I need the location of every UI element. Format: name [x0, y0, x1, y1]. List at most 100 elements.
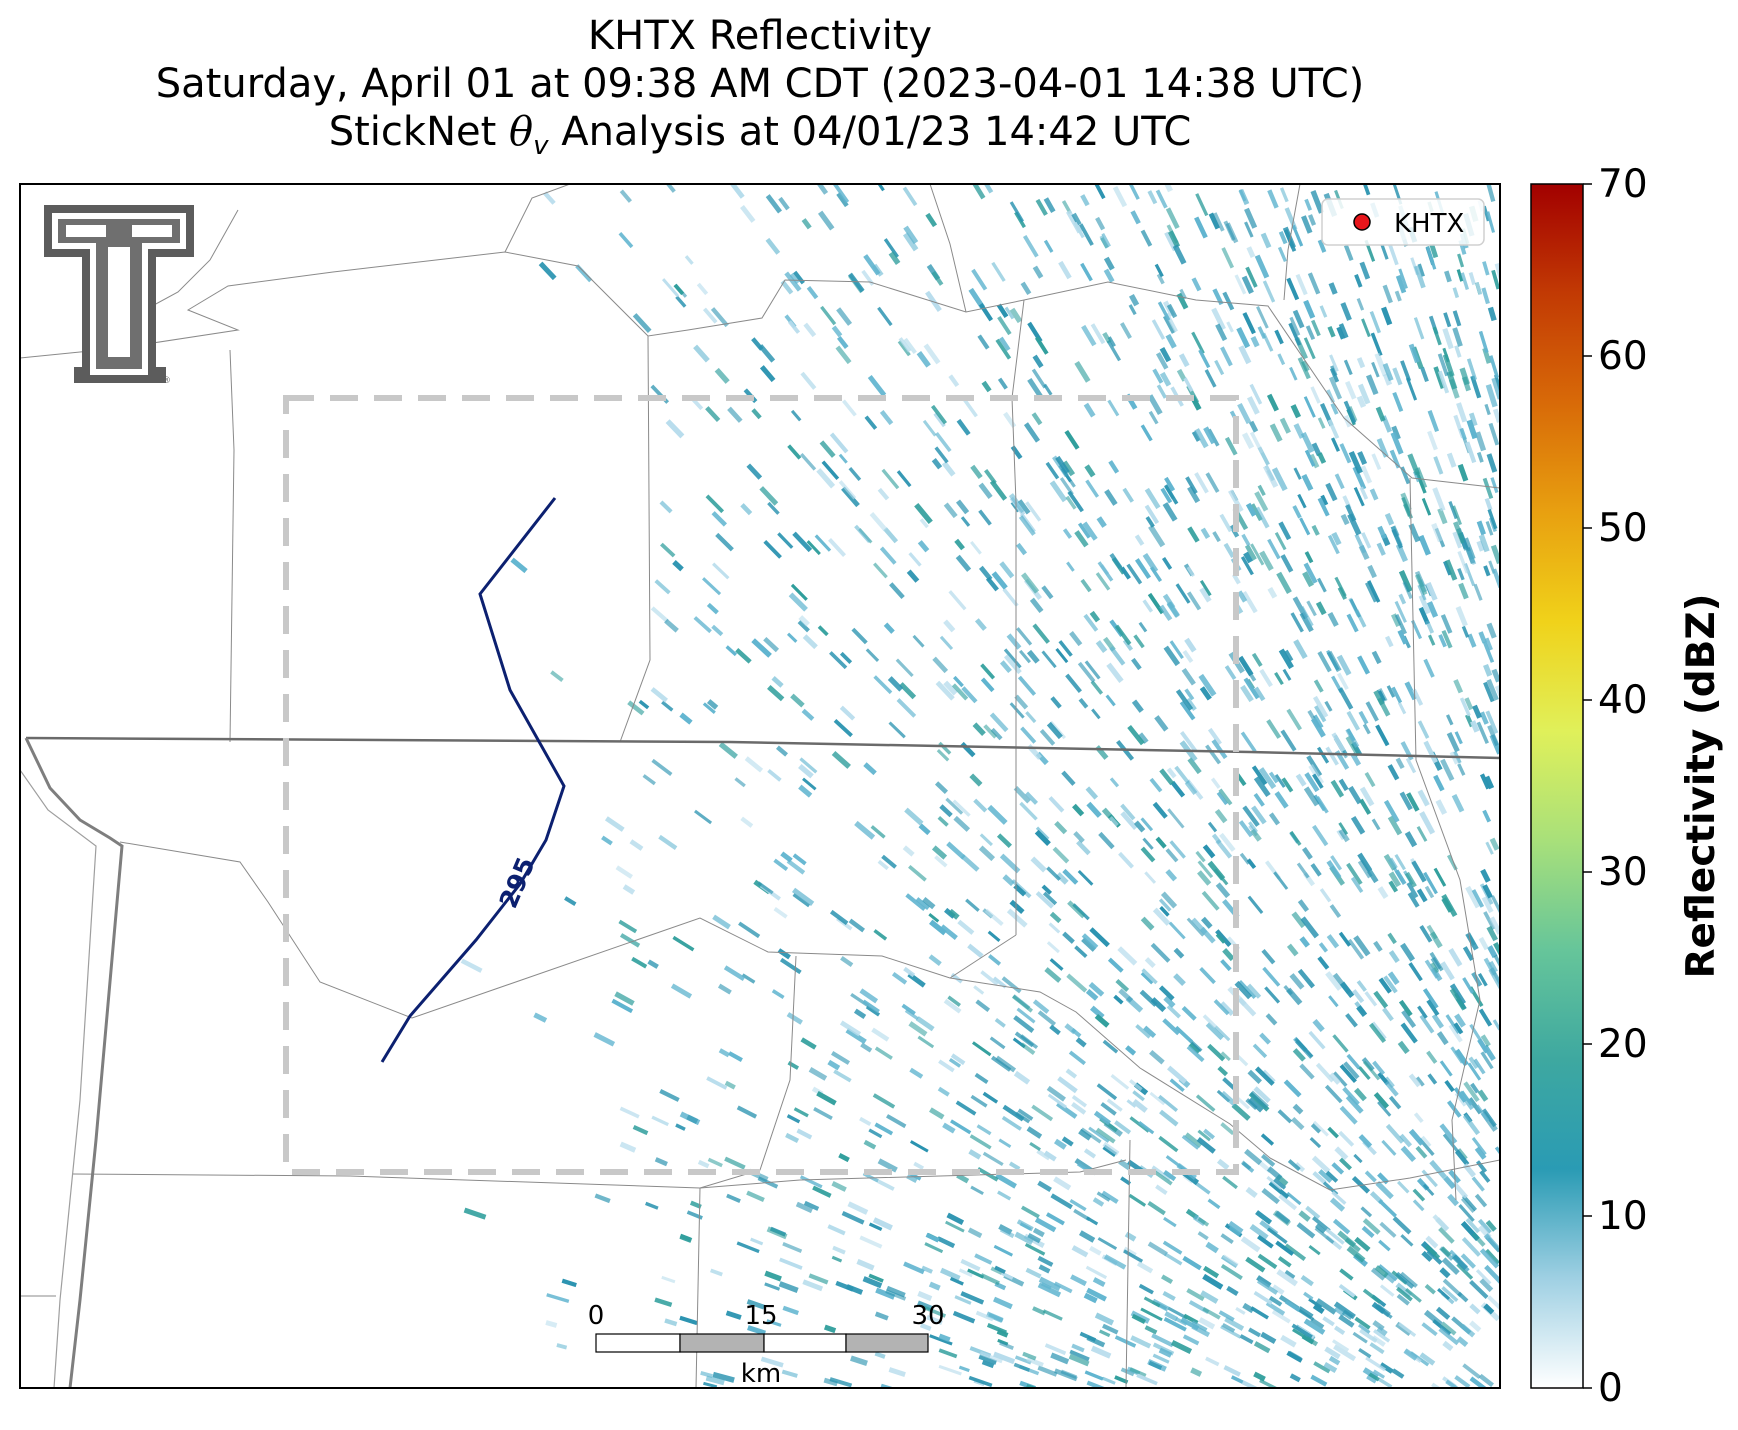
radar-echo-bin [1323, 1361, 1338, 1374]
radar-echo-bin [1331, 1162, 1345, 1175]
radar-echo-bin [1050, 696, 1062, 709]
radar-echo-bin [823, 1377, 838, 1387]
colorbar-tick-label: 70 [1598, 162, 1648, 207]
radar-echo-bin [1228, 489, 1244, 513]
radar-echo-bin [1328, 1072, 1341, 1085]
radar-echo-bin [1142, 599, 1154, 613]
radar-echo-bin [543, 191, 556, 205]
radar-echo-bin [870, 825, 886, 839]
radar-echo-bin [1207, 1043, 1226, 1062]
radar-echo-bin [1271, 1284, 1285, 1296]
radar-echo-bin [1343, 400, 1357, 424]
radar-echo-bin [1471, 1176, 1485, 1192]
radar-echo-bin [1382, 1007, 1394, 1022]
radar-echo-bin [1295, 273, 1308, 296]
radar-echo-bin [1401, 1009, 1417, 1029]
radar-echo-bin [1256, 306, 1269, 329]
radar-echo-bin [989, 479, 1008, 501]
radar-echo-bin [896, 470, 912, 488]
radar-echo-bin [1102, 1141, 1120, 1156]
radar-echo-bin [694, 809, 713, 825]
radar-echo-bin [781, 1369, 798, 1378]
radar-echo-bin [764, 1282, 781, 1291]
radar-echo-bin [1348, 450, 1363, 474]
radar-echo-bin [1491, 668, 1500, 683]
radar-echo-bin [1201, 916, 1213, 929]
radar-echo-bin [1035, 891, 1054, 909]
radar-echo-bin [1155, 1184, 1168, 1195]
radar-echo-bin [851, 627, 868, 645]
radar-echo-bin [1325, 971, 1343, 991]
radar-echo-bin [1239, 1334, 1254, 1345]
radar-echo-bin [1278, 648, 1294, 670]
radar-echo-bin [1485, 710, 1499, 734]
radar-echo-bin [1097, 561, 1114, 582]
radar-echo-bin [950, 1119, 972, 1135]
radar-echo-bin [1396, 1286, 1413, 1302]
radar-echo-bin [817, 625, 829, 637]
radar-echo-bin [1360, 465, 1373, 484]
radar-echo-bin [1356, 1005, 1368, 1017]
radar-echo-bin [1312, 1018, 1325, 1033]
radar-echo-bin [880, 1383, 899, 1388]
radar-echo-bin [1406, 881, 1419, 899]
radar-echo-bin [1055, 648, 1069, 664]
radar-echo-bin [1249, 1090, 1269, 1110]
radar-echo-bin [1247, 1069, 1262, 1084]
radar-echo-bin [1327, 1126, 1339, 1139]
radar-echo-bin [1269, 423, 1283, 443]
radar-echo-bin [1222, 948, 1235, 962]
radar-echo-bin [1095, 216, 1106, 231]
radar-echo-bin [702, 307, 718, 324]
radar-echo-bin [903, 1261, 925, 1275]
radar-echo-bin [973, 985, 985, 995]
radar-echo-bin [978, 565, 993, 581]
radar-echo-bin [1407, 453, 1421, 476]
radar-echo-bin [888, 1367, 906, 1377]
radar-echo-bin [718, 741, 738, 759]
river-bank [20, 769, 97, 1388]
radar-echo-bin [1315, 1298, 1337, 1315]
radar-echo-bin [1185, 476, 1198, 495]
radar-echo-bin [1179, 700, 1196, 721]
radar-echo-bin [1412, 1199, 1425, 1212]
radar-echo-bin [1391, 686, 1403, 704]
radar-echo-bin [1398, 593, 1407, 605]
radar-echo-bin [1205, 1356, 1220, 1367]
radar-echo-bin [1358, 1134, 1373, 1149]
radar-echo-bin [1006, 633, 1022, 650]
radar-echo-bin [827, 1059, 841, 1071]
radar-echo-bin [651, 758, 673, 776]
radar-echo-bin [1365, 701, 1379, 722]
radar-echo-bin [953, 815, 971, 832]
radar-echo-bin [1020, 281, 1032, 295]
radar-echo-bin [929, 919, 947, 936]
radar-echo-bin [1379, 1362, 1394, 1374]
radar-echo-bin [916, 351, 931, 368]
radar-echo-bin [665, 419, 685, 439]
radar-echo-bin [1164, 476, 1176, 492]
radar-echo-bin [1441, 897, 1454, 913]
radar-echo-bin [1373, 1329, 1391, 1343]
radar-echo-bin [1486, 622, 1497, 639]
radar-echo-bin [1294, 1162, 1306, 1173]
radar-echo-bin [1460, 1323, 1476, 1338]
radar-echo-bin [823, 1324, 837, 1334]
radar-echo-bin [765, 237, 781, 255]
radar-echo-bin [955, 1100, 977, 1116]
radar-echo-bin [1159, 604, 1173, 622]
radar-echo-bin [645, 1201, 659, 1210]
radar-echo-bin [1489, 916, 1500, 935]
radar-echo-bin [1291, 1116, 1305, 1131]
radar-echo-bin [717, 983, 732, 995]
radar-echo-bin [799, 757, 818, 774]
radar-echo-bin [1003, 654, 1022, 675]
radar-echo-bin [1317, 417, 1326, 429]
radar-echo-bin [1202, 1014, 1217, 1029]
radar-echo-bin [1067, 900, 1086, 919]
radar-echo-bin [1173, 973, 1186, 987]
radar-echo-bin [1194, 428, 1209, 449]
radar-echo-bin [999, 1227, 1015, 1239]
radar-echo-bin [1062, 868, 1079, 885]
radar-echo-bin [1267, 586, 1278, 599]
